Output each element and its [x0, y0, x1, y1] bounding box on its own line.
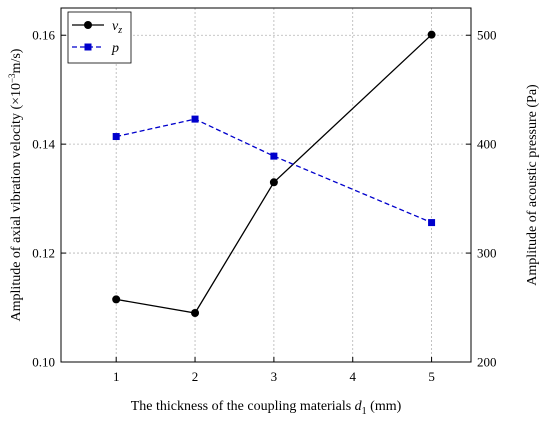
legend-marker	[84, 21, 92, 29]
y-left-tick-label: 0.16	[32, 28, 55, 43]
data-point	[191, 115, 199, 123]
y-right-tick-label: 200	[477, 355, 497, 370]
legend-marker	[84, 43, 92, 51]
y-right-tick-label: 300	[477, 246, 497, 261]
legend-box	[67, 11, 132, 64]
y-right-tick-label: 500	[477, 28, 497, 43]
y-right-tick-label: 400	[477, 137, 497, 152]
x-tick-label: 4	[349, 369, 356, 384]
series-line	[116, 34, 433, 314]
y-left-tick-label: 0.10	[32, 355, 55, 370]
legend-item: p	[72, 41, 119, 56]
data-point	[112, 133, 120, 141]
x-tick-label: 5	[428, 369, 435, 384]
data-point	[269, 178, 278, 187]
y-left-tick-label: 0.14	[32, 137, 55, 152]
data-point	[112, 295, 121, 304]
series-v	[112, 30, 436, 317]
series-line	[116, 118, 432, 224]
series-layer	[112, 30, 436, 317]
data-point	[427, 30, 436, 39]
data-point	[191, 308, 200, 317]
y-axis-left-label: Amplitude of axial vibration velocity (×…	[7, 48, 24, 321]
series-p	[112, 115, 436, 227]
x-axis-label-var: d	[355, 399, 363, 414]
legend-label-var: v	[112, 19, 119, 34]
plot-frame	[60, 7, 472, 363]
x-axis-label-sub: 1	[362, 406, 367, 417]
legend-label-sub: z	[117, 25, 122, 36]
x-axis-label-unit: (mm)	[367, 399, 402, 414]
data-point	[270, 152, 278, 160]
x-tick-label: 2	[192, 369, 199, 384]
y-left-tick-label: 0.12	[32, 246, 55, 261]
y-axis-left-label-pre: Amplitude of axial vibration velocity (×…	[9, 83, 24, 321]
y-axis-right-label: Amplitude of acoustic pressure (Pa)	[525, 84, 540, 286]
legend-items: vzp	[72, 19, 122, 56]
legend-label: vz	[112, 19, 122, 36]
y-axis-left-label-post: m/s)	[9, 48, 24, 73]
legend-label-var: p	[111, 41, 119, 56]
y-axis-left-label-exp: −3	[7, 73, 17, 83]
x-tick-label: 3	[271, 369, 278, 384]
data-point	[428, 219, 436, 227]
legend: vzp	[67, 11, 132, 64]
legend-item: vz	[72, 19, 122, 36]
legend-label: p	[111, 41, 119, 56]
x-axis-label-main: The thickness of the coupling materials	[131, 399, 355, 414]
x-tick-label: 1	[113, 369, 120, 384]
x-axis-label: The thickness of the coupling materials …	[131, 399, 402, 417]
ticks: 1 2 3 4 5 0.10 0.12 0.14 0.16 200 300 400 500	[32, 28, 496, 384]
